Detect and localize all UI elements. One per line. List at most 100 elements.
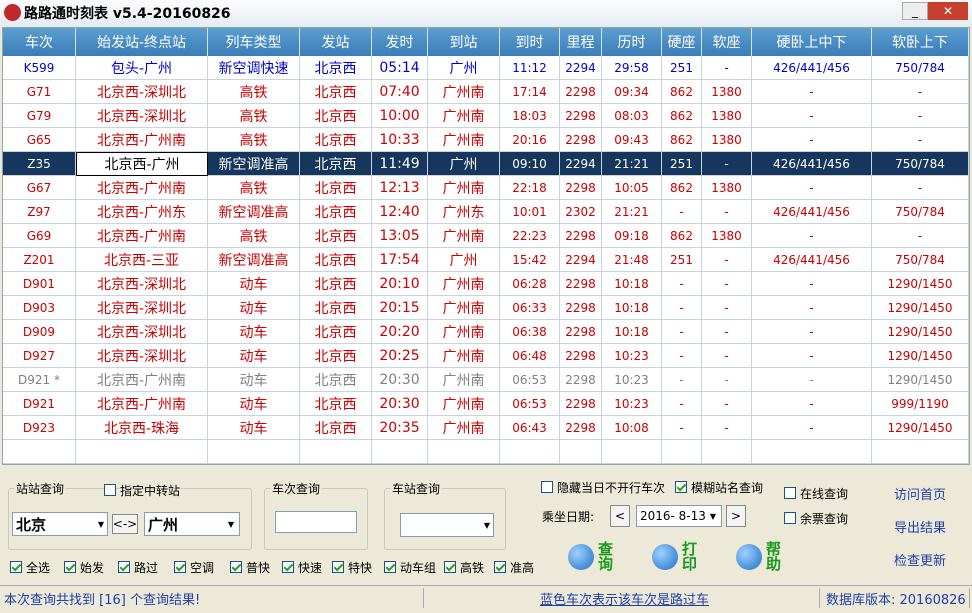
table-cell[interactable]: 22:23 [500,224,560,248]
table-cell[interactable]: 北京西 [300,128,372,152]
column-header[interactable]: 硬座 [662,28,702,56]
table-cell[interactable]: 750/784 [872,56,969,80]
table-cell[interactable]: 广州南 [428,344,500,368]
table-cell[interactable]: 广州南 [428,128,500,152]
table-cell[interactable]: - [872,104,969,128]
table-cell[interactable]: 2298 [560,344,602,368]
table-cell[interactable]: Z97 [3,200,76,224]
table-cell[interactable]: 20:16 [500,128,560,152]
table-cell[interactable]: 北京西-广州南 [76,176,208,200]
table-cell[interactable]: 12:13 [372,176,428,200]
table-cell[interactable]: 1290/1450 [872,272,969,296]
table-cell[interactable]: 20:30 [372,368,428,392]
table-cell[interactable]: 10:00 [372,104,428,128]
checkbox[interactable] [784,487,796,499]
table-cell[interactable]: - [662,416,702,440]
button-label[interactable]: 查询 [598,540,614,573]
column-header[interactable]: 发时 [372,28,428,56]
table-cell[interactable]: G69 [3,224,76,248]
table-cell[interactable]: 426/441/456 [752,56,872,80]
table-cell[interactable]: 1380 [702,224,752,248]
checkbox[interactable] [64,561,76,573]
table-cell[interactable]: 动车 [208,272,300,296]
table-cell[interactable]: K599 [3,56,76,80]
link[interactable]: 检查更新 [894,553,947,569]
table-cell[interactable]: 2298 [560,320,602,344]
table-cell[interactable]: 22:18 [500,176,560,200]
table-cell[interactable]: - [752,296,872,320]
table-cell[interactable]: 07:40 [372,80,428,104]
table-cell[interactable]: 包头-广州 [76,56,208,80]
column-header[interactable]: 到站 [428,28,500,56]
table-cell[interactable]: 06:28 [500,272,560,296]
checkbox[interactable] [541,481,553,493]
table-cell[interactable]: - [662,320,702,344]
column-header[interactable]: 车次 [3,28,76,56]
table-cell[interactable]: - [752,368,872,392]
table-cell[interactable]: 新空调准高 [208,200,300,224]
checkbox[interactable] [332,561,344,573]
table-cell[interactable]: 1380 [702,176,752,200]
table-cell[interactable]: - [662,200,702,224]
column-header[interactable]: 始发站-终点站 [76,28,208,56]
table-cell[interactable]: 北京西 [300,56,372,80]
table-cell[interactable]: 2298 [560,272,602,296]
train-input[interactable] [275,511,357,533]
table-cell[interactable]: 862 [662,80,702,104]
table-cell[interactable]: 426/441/456 [752,248,872,272]
table-cell[interactable]: - [752,224,872,248]
column-header[interactable]: 到时 [500,28,560,56]
table-cell[interactable]: 广州南 [428,368,500,392]
table-cell[interactable]: 862 [662,104,702,128]
table-cell[interactable]: - [872,80,969,104]
table-cell[interactable]: Z201 [3,248,76,272]
table-cell[interactable]: 北京西 [300,200,372,224]
table-cell[interactable]: 20:10 [372,272,428,296]
stop-input[interactable] [400,513,494,537]
table-cell[interactable]: 10:23 [602,392,662,416]
table-cell[interactable]: 广州南 [428,224,500,248]
table-cell[interactable]: 北京西 [300,248,372,272]
table-cell[interactable]: 21:21 [602,200,662,224]
table-cell[interactable]: - [702,344,752,368]
table-cell[interactable]: 北京西-广州南 [76,368,208,392]
table-cell[interactable]: 广州南 [428,416,500,440]
table-cell[interactable]: 750/784 [872,152,969,176]
checkbox[interactable] [282,561,294,573]
table-cell[interactable]: 北京西 [300,320,372,344]
table-cell[interactable]: 动车 [208,416,300,440]
table-cell[interactable]: - [752,272,872,296]
table-cell[interactable]: 29:58 [602,56,662,80]
table-cell[interactable]: 高铁 [208,104,300,128]
date-next[interactable]: > [726,505,746,527]
checkbox[interactable] [384,561,396,573]
table-cell[interactable]: 2298 [560,392,602,416]
from-station[interactable]: 北京 [12,512,108,536]
table-cell[interactable]: D927 [3,344,76,368]
table-cell[interactable]: 750/784 [872,248,969,272]
table-cell[interactable]: 11:49 [372,152,428,176]
button-icon[interactable] [736,544,762,570]
table-cell[interactable]: - [662,272,702,296]
table-cell[interactable]: 动车 [208,296,300,320]
table-cell[interactable]: G67 [3,176,76,200]
table-cell[interactable]: 1380 [702,128,752,152]
table-cell[interactable]: 广州 [428,56,500,80]
table-cell[interactable]: 10:23 [602,368,662,392]
table-cell[interactable]: 1290/1450 [872,344,969,368]
table-cell[interactable]: 高铁 [208,224,300,248]
table-cell[interactable]: 北京西-珠海 [76,416,208,440]
table-cell[interactable]: D921 [3,392,76,416]
table-cell[interactable]: 1290/1450 [872,368,969,392]
table-cell[interactable]: 09:10 [500,152,560,176]
table-cell[interactable]: 20:25 [372,344,428,368]
table-cell[interactable]: G65 [3,128,76,152]
table-cell[interactable]: 426/441/456 [752,200,872,224]
table-cell[interactable]: 251 [662,56,702,80]
table-cell[interactable]: 10:05 [602,176,662,200]
table-cell[interactable]: - [702,392,752,416]
table-cell[interactable]: 北京西-深圳北 [76,272,208,296]
table-cell[interactable]: - [662,392,702,416]
link[interactable]: 访问首页 [894,487,947,503]
table-cell[interactable]: 广州南 [428,320,500,344]
